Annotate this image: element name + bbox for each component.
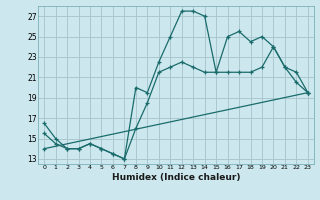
X-axis label: Humidex (Indice chaleur): Humidex (Indice chaleur) bbox=[112, 173, 240, 182]
